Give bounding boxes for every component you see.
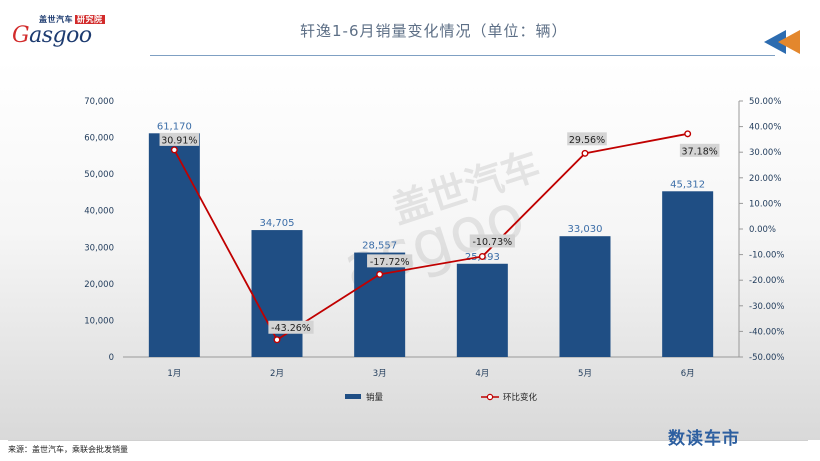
logo-cn: 盖世汽车 研究院 bbox=[39, 14, 105, 25]
page-title: 轩逸1-6月销量变化情况（单位：辆） bbox=[300, 22, 568, 40]
mom-change-point bbox=[684, 130, 692, 138]
bar-value-label: 33,030 bbox=[568, 224, 603, 235]
y-right-tick-label: -40.00% bbox=[749, 327, 784, 337]
y-left-tick-label: 50,000 bbox=[84, 170, 114, 180]
mom-value-label: 37.18% bbox=[682, 146, 718, 157]
mom-value-label: -10.73% bbox=[473, 237, 513, 248]
y-left-tick-label: 30,000 bbox=[84, 243, 114, 253]
bar-value-label: 28,557 bbox=[362, 241, 397, 252]
mom-label-box bbox=[469, 234, 515, 248]
bar-4月 bbox=[456, 263, 508, 357]
x-tick-label: 2月 bbox=[270, 369, 284, 379]
corner-arrow-icon bbox=[764, 30, 800, 54]
logo-en-g: G bbox=[12, 23, 30, 48]
mom-change-point bbox=[273, 336, 281, 344]
y-right-tick-label: -20.00% bbox=[749, 276, 784, 286]
mom-value-label: -43.26% bbox=[271, 323, 311, 334]
y-right-tick-label: 40.00% bbox=[749, 123, 781, 133]
footer-divider bbox=[8, 440, 808, 441]
x-tick-label: 6月 bbox=[681, 369, 695, 379]
x-tick-label: 1月 bbox=[167, 369, 181, 379]
y-right-tick-label: 10.00% bbox=[749, 199, 781, 209]
mom-value-label: -17.72% bbox=[370, 257, 410, 268]
bar-value-label: 34,705 bbox=[260, 218, 295, 229]
brand-footer: 数读车市 bbox=[668, 429, 740, 449]
bar-value-label: 61,170 bbox=[157, 121, 192, 132]
logo-cn-tag: 研究院 bbox=[75, 15, 105, 24]
y-right-tick-label: 30.00% bbox=[749, 148, 781, 158]
bar-2月 bbox=[251, 230, 303, 357]
mom-change-point bbox=[478, 252, 486, 260]
y-left-tick-label: 70,000 bbox=[84, 97, 114, 107]
mom-label-box bbox=[159, 132, 200, 146]
title-divider bbox=[150, 55, 775, 56]
y-right-tick-label: 50.00% bbox=[749, 97, 781, 107]
mom-value-label: 29.56% bbox=[569, 135, 605, 146]
gasgoo-logo: 盖世汽车 研究院 Gasgoo bbox=[12, 14, 132, 54]
y-right-tick-label: -30.00% bbox=[749, 302, 784, 312]
bar-3月 bbox=[354, 252, 406, 357]
mom-label-box bbox=[679, 143, 720, 157]
legend-line-marker bbox=[486, 393, 494, 401]
y-left-tick-label: 40,000 bbox=[84, 207, 114, 217]
logo-cn-text: 盖世汽车 bbox=[39, 15, 73, 24]
source-note: 来源：盖世汽车，乘联会批发销量 bbox=[8, 445, 128, 454]
mom-label-box bbox=[367, 254, 413, 268]
mom-change-point bbox=[170, 146, 178, 154]
y-left-tick-label: 0 bbox=[109, 353, 114, 363]
logo-en: Gasgoo bbox=[12, 23, 92, 48]
y-right-tick-label: 0.00% bbox=[749, 225, 776, 235]
mom-change-line bbox=[173, 132, 688, 342]
legend-label-sales: 销量 bbox=[366, 392, 384, 403]
mom-value-label: 30.91% bbox=[161, 135, 197, 146]
bar-1月 bbox=[148, 133, 200, 357]
y-right-tick-label: -10.00% bbox=[749, 251, 784, 261]
legend-bar-swatch bbox=[345, 394, 361, 399]
bar-6月 bbox=[662, 191, 714, 357]
bar-5月 bbox=[559, 236, 611, 357]
mom-change-point bbox=[581, 149, 589, 157]
mom-label-box bbox=[567, 132, 607, 146]
y-right-tick-label: 20.00% bbox=[749, 174, 781, 184]
bar-value-label: 45,312 bbox=[670, 179, 705, 190]
mom-change-point bbox=[376, 270, 384, 278]
y-left-tick-label: 60,000 bbox=[84, 134, 114, 144]
y-right-tick-label: -50.00% bbox=[749, 353, 784, 363]
logo-en-rest: asgoo bbox=[29, 23, 92, 48]
x-tick-label: 3月 bbox=[373, 369, 387, 379]
legend-label-mom: 环比变化 bbox=[503, 392, 538, 403]
y-left-tick-label: 10,000 bbox=[84, 316, 114, 326]
y-left-tick-label: 20,000 bbox=[84, 280, 114, 290]
x-tick-label: 5月 bbox=[578, 369, 592, 379]
x-tick-label: 4月 bbox=[475, 369, 489, 379]
mom-label-box bbox=[268, 320, 314, 334]
